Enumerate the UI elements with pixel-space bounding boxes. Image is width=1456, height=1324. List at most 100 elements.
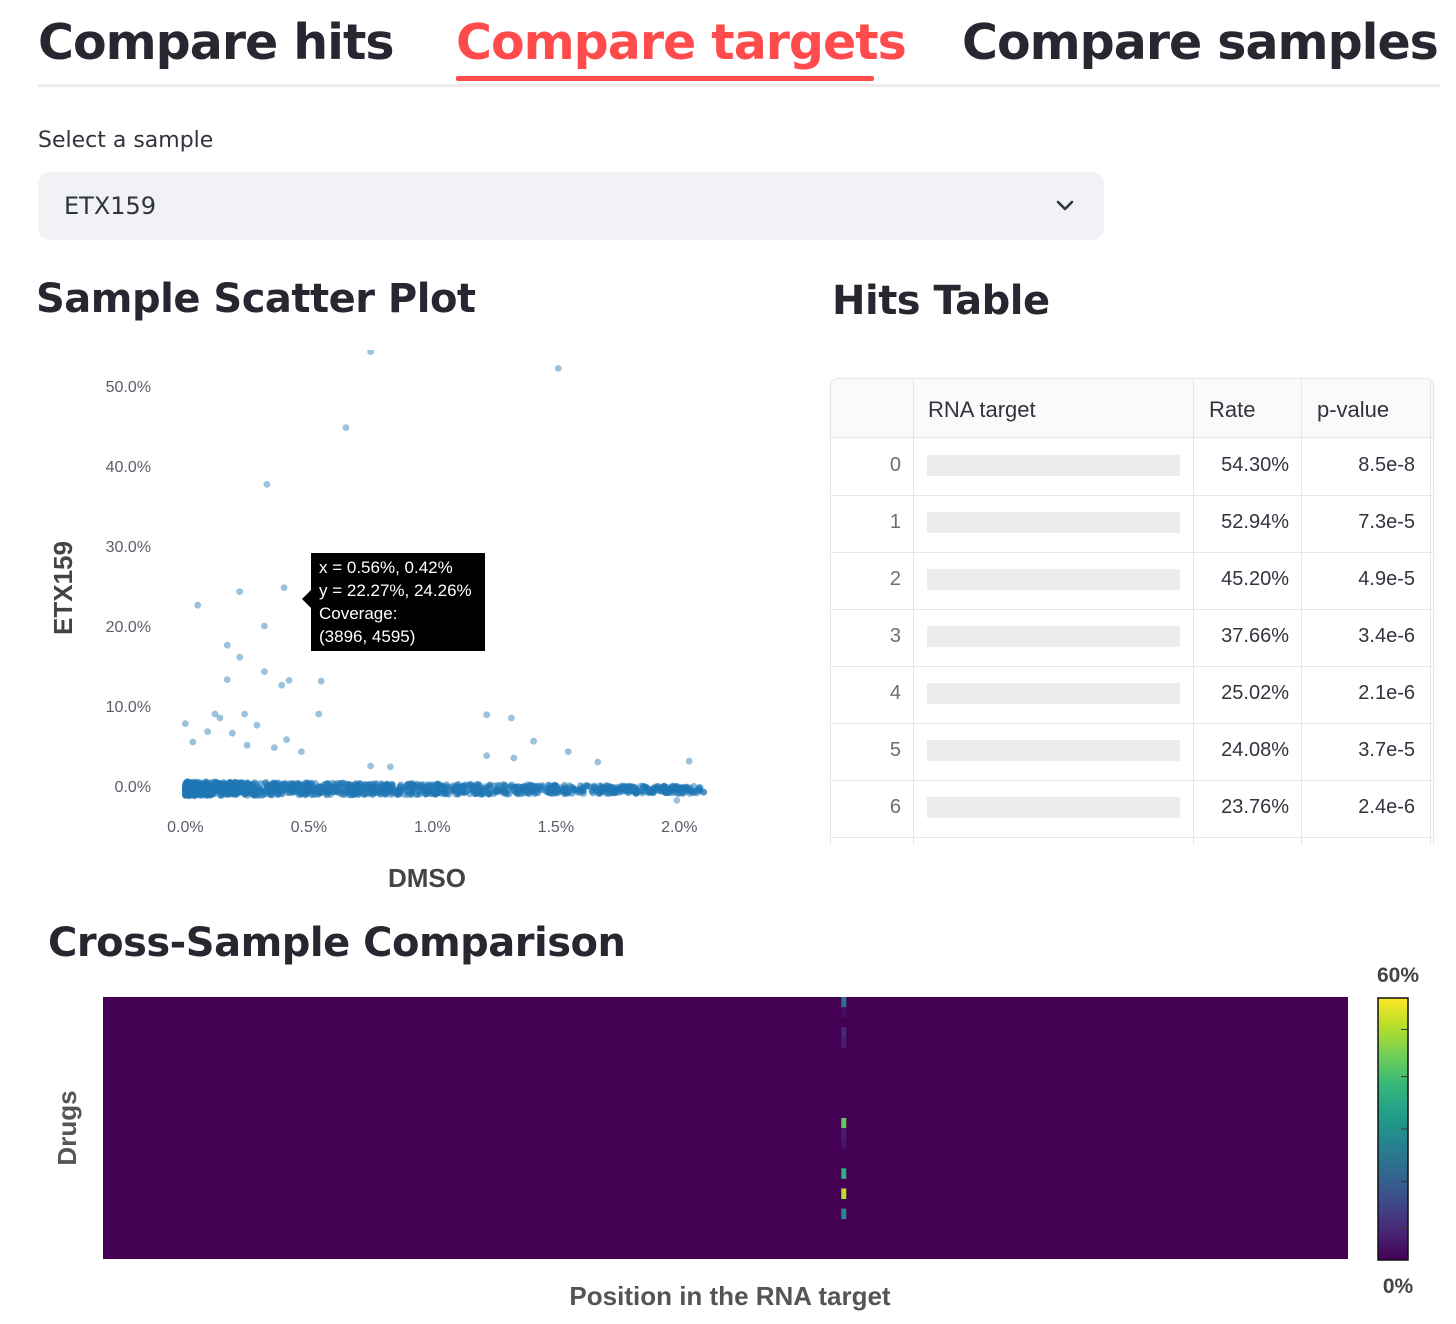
scatter-point — [204, 728, 212, 735]
scatter-point — [308, 779, 315, 787]
scatter-point — [693, 789, 701, 797]
column-divider — [1193, 379, 1194, 845]
table-row[interactable]: 1 52.94% 7.3e-5 — [831, 495, 1433, 553]
redacted-rna-target — [927, 569, 1180, 590]
scatter-point — [285, 677, 293, 684]
redacted-rna-target — [927, 797, 1180, 818]
table-row[interactable]: 6 23.76% 2.4e-6 — [831, 780, 1433, 838]
scatter-point — [266, 782, 274, 789]
scatter-point — [483, 711, 491, 719]
scatter-point — [243, 741, 251, 749]
scatter-point — [662, 789, 669, 796]
scatter-point — [278, 681, 286, 689]
scatter-point — [216, 714, 224, 722]
column-header-p-value[interactable]: p-value — [1317, 397, 1390, 422]
scatter-point — [331, 781, 339, 788]
heatmap-cell — [841, 1128, 847, 1139]
y-tick-label: 10.0% — [106, 699, 151, 716]
row-index: 5 — [889, 739, 901, 761]
x-tick-label: 2.0% — [661, 819, 697, 836]
scatter-point — [254, 786, 262, 794]
scatter-point — [247, 787, 255, 794]
table-row[interactable]: 3 37.66% 3.4e-6 — [831, 609, 1433, 667]
scatter-point — [211, 710, 219, 718]
heatmap-cell — [841, 1037, 847, 1048]
scatter-point — [500, 789, 507, 797]
tab-compare-hits[interactable]: Compare hits — [38, 14, 395, 71]
scatter-point — [700, 788, 708, 796]
scatter-point — [538, 786, 546, 793]
scatter-point — [486, 790, 493, 798]
scatter-point — [325, 787, 333, 795]
scatter-point — [427, 782, 434, 790]
rate-cell: 37.66% — [1221, 625, 1289, 647]
tooltip-x-line: x = 0.56%, 0.42% — [319, 558, 453, 577]
p-value-cell: 8.5e-8 — [1358, 454, 1415, 476]
y-axis-label: ETX159 — [48, 541, 78, 635]
scatter-plot[interactable]: 0.0% 10.0% 20.0% 30.0% 40.0% 50.0% 0.0% 0.5% 1.0… — [30, 350, 730, 910]
redacted-rna-target — [927, 455, 1180, 476]
scatter-point — [590, 782, 598, 790]
table-row[interactable]: 2 45.20% 4.9e-5 — [831, 552, 1433, 610]
heatmap-cell — [841, 1208, 847, 1220]
scatter-point — [283, 736, 290, 743]
scatter-point — [452, 786, 459, 794]
table-row[interactable]: 5 24.08% 3.7e-5 — [831, 723, 1433, 781]
scatter-point — [395, 788, 403, 795]
table-row[interactable]: 0 54.30% 8.5e-8 — [831, 438, 1433, 496]
scatter-point — [217, 791, 225, 798]
heatmap-cell — [841, 1027, 847, 1038]
x-tick-label: 1.5% — [538, 819, 574, 836]
scatter-point — [182, 786, 189, 793]
cross-sample-heatmap[interactable]: Position in the RNA target Drugs 60% 0% — [40, 960, 1440, 1320]
row-index: 3 — [889, 625, 901, 647]
row-index: 0 — [889, 454, 901, 476]
scatter-point — [219, 781, 227, 789]
row-index: 1 — [889, 511, 901, 533]
tab-compare-samples[interactable]: Compare samples — [962, 14, 1439, 71]
tooltip-arrow — [302, 590, 311, 608]
scatter-point — [443, 781, 450, 789]
scatter-point — [263, 481, 271, 488]
y-tick-label: 30.0% — [106, 539, 151, 556]
hits-table[interactable]: RNA target Rate p-value 0 54.30% 8.5e-8 … — [830, 378, 1434, 845]
scatter-point — [680, 784, 688, 792]
scatter-point — [435, 780, 443, 788]
scatter-point — [294, 779, 302, 787]
sample-select[interactable]: ETX159 — [38, 172, 1104, 240]
scatter-point — [588, 788, 596, 795]
scatter-point — [282, 784, 290, 792]
scatter-point — [320, 785, 327, 793]
scatter-point — [510, 754, 518, 762]
tab-bar — [38, 0, 1440, 87]
row-index: 6 — [889, 796, 901, 818]
scatter-point — [261, 622, 268, 630]
scatter-point — [388, 781, 395, 789]
column-header-rna-target[interactable]: RNA target — [928, 397, 1036, 422]
table-row[interactable]: 4 25.02% 2.1e-6 — [831, 666, 1433, 724]
row-index: 2 — [889, 568, 901, 590]
scatter-point — [552, 789, 560, 797]
scatter-point — [272, 787, 280, 795]
scatter-point — [223, 676, 231, 683]
scatter-point — [228, 729, 236, 737]
column-header-rate[interactable]: Rate — [1209, 397, 1256, 422]
scatter-point — [512, 783, 520, 791]
scatter-point — [261, 668, 268, 675]
x-axis-label: Position in the RNA target — [569, 1281, 890, 1311]
scatter-point — [228, 789, 236, 797]
y-tick-label: 40.0% — [106, 459, 151, 476]
scatter-point — [187, 785, 195, 793]
column-divider — [1430, 379, 1431, 845]
scatter-point — [660, 782, 668, 790]
table-header: RNA target Rate p-value — [831, 379, 1433, 438]
rate-cell: 23.76% — [1221, 796, 1289, 818]
redacted-rna-target — [927, 683, 1180, 704]
scatter-point — [367, 762, 374, 770]
scatter-point — [298, 748, 305, 755]
scatter-point — [492, 787, 500, 795]
scatter-point — [499, 781, 507, 788]
heatmap-cell — [841, 1188, 847, 1200]
tab-compare-targets[interactable]: Compare targets — [456, 14, 907, 71]
p-value-cell: 3.7e-5 — [1358, 739, 1415, 761]
